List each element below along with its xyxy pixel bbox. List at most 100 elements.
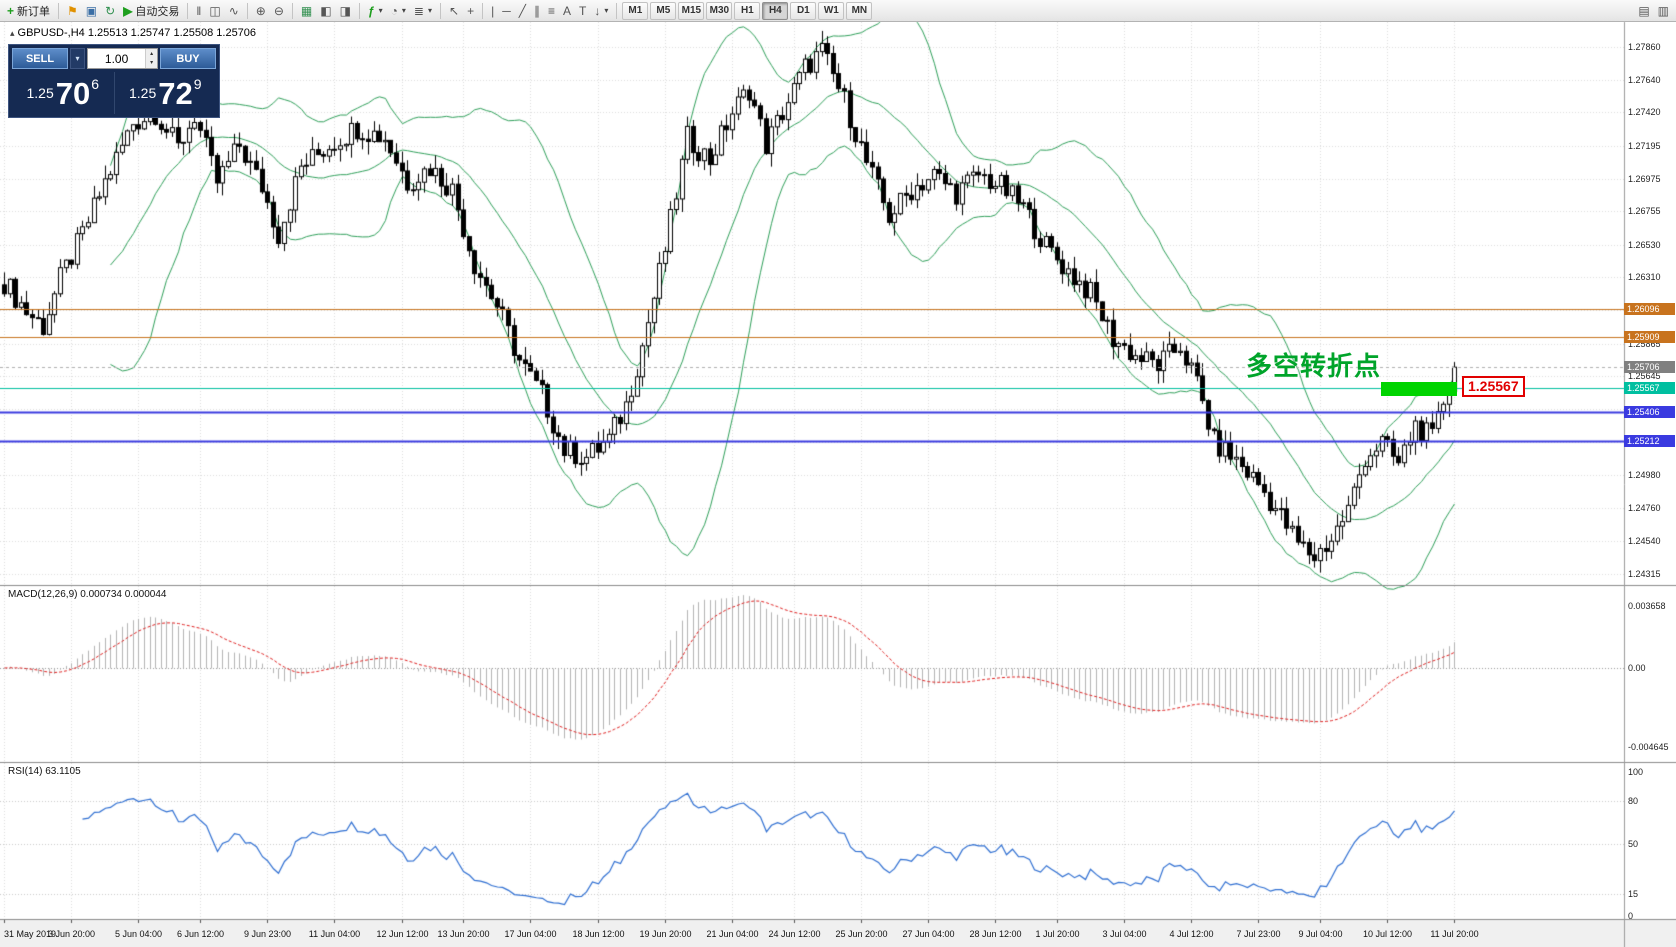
- timeframe-mn-button[interactable]: MN: [846, 1, 873, 20]
- refresh-icon: ↻: [105, 3, 116, 18]
- timeframe-w1-button[interactable]: W1: [818, 1, 845, 20]
- text-label-button[interactable]: T: [575, 1, 590, 21]
- arrange-a-icon: ◧: [320, 3, 332, 18]
- volume-down-icon[interactable]: ▾: [146, 58, 157, 68]
- market-watch-button[interactable]: ⚑: [63, 1, 82, 21]
- auto-trading-button[interactable]: ▶ 自动交易: [119, 1, 183, 21]
- add-indicator-button[interactable]: ƒ ▾: [364, 1, 387, 21]
- window-a-icon: ▤: [1638, 3, 1650, 18]
- sell-price-main: 70: [55, 75, 91, 111]
- chevron-down-icon: ▾: [604, 6, 609, 15]
- price-scale-label: 1.24540: [1628, 535, 1661, 546]
- toolbar-separator: [616, 2, 618, 19]
- refresh-button[interactable]: ↻: [101, 1, 119, 21]
- one-click-trading-panel: SELL ▾ ▴▾ BUY 1.25 70 6 1.25 72 9: [8, 44, 220, 118]
- price-scale-label: 1.26755: [1628, 206, 1661, 217]
- zoom-in-button[interactable]: ⊕: [252, 1, 270, 21]
- timeframe-d1-button[interactable]: D1: [790, 1, 817, 20]
- terminal-button[interactable]: ▣: [82, 1, 101, 21]
- bar-chart-button[interactable]: ‖: [192, 1, 205, 21]
- macd-indicator-label: MACD(12,26,9) 0.000734 0.000044: [8, 589, 167, 600]
- new-order-button[interactable]: + 新订单: [3, 1, 54, 21]
- zoom-in-icon: ⊕: [255, 3, 266, 18]
- vertical-line-button[interactable]: |: [487, 1, 498, 21]
- buy-button[interactable]: BUY: [160, 48, 216, 69]
- arrow-objects-icon: ↓: [594, 3, 601, 18]
- tile-windows-icon: ▦: [300, 3, 313, 18]
- toolbar-separator: [482, 2, 484, 19]
- volume-stepper[interactable]: ▴ ▾: [145, 49, 157, 68]
- template-icon: ≣: [413, 3, 424, 18]
- timeframe-m30-button[interactable]: M30: [706, 1, 733, 20]
- price-scale-label: 1.26530: [1628, 239, 1661, 250]
- volume-up-icon[interactable]: ▴: [146, 49, 157, 59]
- cursor-button[interactable]: ↖: [445, 1, 463, 21]
- rsi-scale-label: 0: [1628, 911, 1634, 921]
- text-tool-button[interactable]: A: [559, 1, 575, 21]
- timeframe-m5-button[interactable]: M5: [650, 1, 677, 20]
- crosshair-icon: +: [467, 3, 475, 18]
- timeframe-m15-button[interactable]: M15: [678, 1, 705, 20]
- symbol-marker-icon: ▴: [10, 28, 15, 38]
- sell-price-prefix: 1.25: [26, 85, 54, 101]
- rsi-scale-label: 80: [1628, 795, 1639, 806]
- macd-scale-label: -0.004645: [1628, 741, 1669, 752]
- crosshair-button[interactable]: +: [463, 1, 478, 21]
- volume-input[interactable]: [88, 49, 146, 68]
- price-level-chip: 1.25567: [1624, 381, 1675, 394]
- price-scale[interactable]: 1.27860 1.27640 1.27420 1.27195 1.26975 1.267…: [1624, 0, 1676, 947]
- rsi-indicator-label: RSI(14) 63.1105: [8, 766, 81, 777]
- timeframe-h1-button[interactable]: H1: [734, 1, 761, 20]
- auto-trading-label: 自动交易: [135, 5, 180, 18]
- sell-price-display: 1.25 70 6: [12, 72, 114, 114]
- macd-scale-label: 0.00: [1628, 663, 1646, 673]
- chart-annotation-text: 多空转折点: [1246, 351, 1382, 381]
- window-a-button[interactable]: ▤: [1634, 1, 1653, 21]
- channel-button[interactable]: ∥: [530, 1, 544, 21]
- horizontal-line-button[interactable]: ─: [498, 1, 515, 21]
- flag-icon: ⚑: [67, 3, 78, 18]
- trendline-icon: ╱: [518, 3, 526, 18]
- macd-scale-label: 0.003658: [1628, 600, 1666, 611]
- fibonacci-icon: ≡: [547, 3, 555, 18]
- toolbar-separator: [246, 2, 248, 19]
- sell-button[interactable]: SELL: [12, 48, 68, 69]
- arrange-b-button[interactable]: ◨: [336, 1, 355, 21]
- zoom-out-button[interactable]: ⊖: [270, 1, 288, 21]
- arrange-a-button[interactable]: ◧: [316, 1, 335, 21]
- candle-chart-icon: ◫: [209, 3, 221, 18]
- trendline-button[interactable]: ╱: [515, 1, 530, 21]
- price-scale-label: 1.24760: [1628, 502, 1661, 513]
- new-order-label: 新订单: [17, 5, 51, 18]
- window-b-button[interactable]: ▥: [1654, 1, 1673, 21]
- order-options-caret[interactable]: ▾: [70, 48, 85, 69]
- templates-button[interactable]: ≣ ▾: [410, 1, 436, 21]
- candle-chart-button[interactable]: ◫: [205, 1, 224, 21]
- timeframe-h4-button[interactable]: H4: [762, 1, 789, 20]
- tile-windows-button[interactable]: ▦: [297, 1, 316, 21]
- chevron-down-icon: ▾: [401, 6, 406, 15]
- window-b-icon: ▥: [1657, 3, 1669, 18]
- fibonacci-button[interactable]: ≡: [544, 1, 559, 21]
- line-chart-icon: ∿: [228, 3, 239, 18]
- green-zone-rectangle: [1381, 382, 1457, 396]
- toolbar-separator: [291, 2, 293, 19]
- arrange-b-icon: ◨: [339, 3, 351, 18]
- rsi-scale-label: 15: [1628, 889, 1639, 900]
- chart-title-text: GBPUSD-,H4 1.25513 1.25747 1.25508 1.257…: [17, 27, 257, 39]
- timeframe-m1-button[interactable]: M1: [622, 1, 649, 20]
- buy-price-main: 72: [158, 75, 193, 111]
- price-scale-label: 1.24315: [1628, 568, 1661, 579]
- price-level-chip: 1.25212: [1624, 434, 1675, 447]
- price-scale-label: 1.27420: [1628, 107, 1661, 118]
- channel-icon: ∥: [533, 3, 540, 18]
- line-chart-button[interactable]: ∿: [225, 1, 243, 21]
- bar-chart-icon: ‖: [196, 3, 202, 18]
- rsi-scale-label: 50: [1628, 839, 1639, 849]
- buy-price-prefix: 1.25: [128, 85, 157, 101]
- auto-trading-icon: ▶: [123, 3, 133, 18]
- periods-button[interactable]: ◔ ▾: [387, 1, 410, 21]
- arrows-button[interactable]: ↓ ▾: [590, 1, 612, 21]
